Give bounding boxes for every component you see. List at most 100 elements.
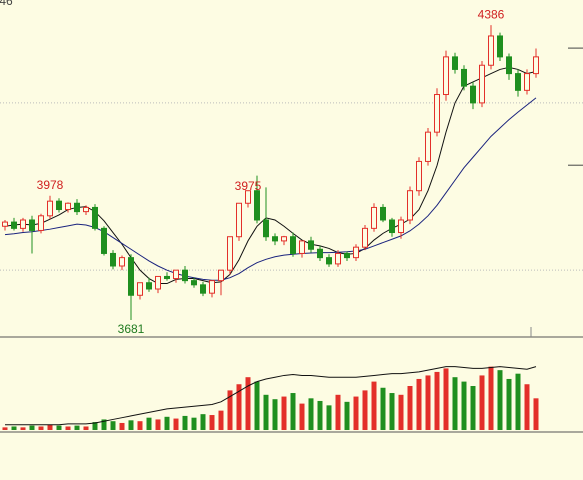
- ma-line: [4, 66, 537, 285]
- candle-body: [128, 257, 134, 296]
- candle-body: [407, 190, 413, 221]
- volume-bar: [362, 390, 368, 430]
- volume-bar: [29, 425, 35, 430]
- volume-bar: [290, 393, 296, 430]
- volume-bar: [128, 420, 134, 430]
- volume-bar: [317, 400, 323, 430]
- volume-bar: [335, 394, 341, 430]
- candle-body: [191, 280, 197, 286]
- volume-bar: [191, 417, 197, 430]
- volume-bar: [488, 366, 494, 430]
- volume-bar: [407, 386, 413, 430]
- volume-bar: [344, 401, 350, 430]
- volume-bar: [200, 414, 206, 430]
- volume-bar: [11, 426, 17, 430]
- candle-body: [227, 236, 233, 271]
- candle-body: [83, 206, 89, 213]
- candle-body: [371, 206, 377, 229]
- candle-body: [2, 221, 8, 227]
- candle-body: [470, 85, 476, 104]
- volume-bar: [479, 375, 485, 430]
- candle-body: [254, 190, 260, 221]
- candle-body: [209, 280, 215, 294]
- candle-body: [506, 56, 512, 75]
- candle-body: [425, 131, 431, 162]
- high-annotation: 3978: [37, 178, 64, 192]
- volume-bar: [263, 394, 269, 430]
- volume-bar: [443, 368, 449, 430]
- candle-body: [434, 94, 440, 133]
- candle-body: [29, 219, 35, 231]
- volume-bar: [254, 381, 260, 430]
- volume-bar: [47, 424, 53, 430]
- candle-body: [119, 257, 125, 267]
- candle-body: [146, 282, 152, 290]
- volume-bar: [137, 421, 143, 430]
- candle-body: [290, 236, 296, 254]
- candle-body: [398, 219, 404, 234]
- volume-bar: [74, 425, 80, 430]
- candle-body: [263, 219, 269, 238]
- volume-bar: [497, 370, 503, 430]
- volume-bar: [182, 415, 188, 430]
- volume-bar: [2, 427, 8, 430]
- candle-body: [101, 227, 107, 254]
- candle-body: [308, 240, 314, 250]
- candle-body: [110, 252, 116, 267]
- volume-bar: [164, 416, 170, 430]
- volume-bar: [416, 378, 422, 430]
- low-annotation: 3681: [118, 322, 145, 336]
- candle-body: [56, 200, 62, 211]
- candle-body: [515, 73, 521, 91]
- high-annotation: 3975: [235, 179, 262, 193]
- volume-bar: [515, 373, 521, 430]
- volume-bar: [218, 410, 224, 430]
- candle-body: [299, 240, 305, 254]
- candle-body: [236, 202, 242, 238]
- candle-body: [443, 56, 449, 96]
- candle-body: [74, 202, 80, 213]
- volume-bar: [398, 394, 404, 430]
- volume-bar: [533, 398, 539, 430]
- candle-body: [200, 284, 206, 294]
- candle-body: [353, 246, 359, 259]
- volume-bar: [227, 390, 233, 430]
- volume-bar: [38, 426, 44, 430]
- candle-body: [389, 219, 395, 234]
- volume-bar: [272, 399, 278, 430]
- volume-bar: [425, 375, 431, 430]
- candle-body: [461, 68, 467, 87]
- volume-bar: [299, 403, 305, 430]
- volume-bar: [434, 371, 440, 430]
- candle-body: [272, 236, 278, 242]
- candle-body: [47, 200, 53, 217]
- volume-bar: [326, 405, 332, 430]
- top-label: .46: [0, 0, 13, 8]
- volume-bar: [506, 378, 512, 430]
- volume-bar: [101, 419, 107, 430]
- high-annotation: 4386: [478, 7, 505, 21]
- volume-bar: [452, 377, 458, 430]
- volume-bar: [110, 421, 116, 430]
- volume-bar: [461, 381, 467, 430]
- candle-body: [380, 206, 386, 221]
- volume-bar: [20, 427, 26, 430]
- volume-bar: [389, 393, 395, 430]
- candle-body: [137, 282, 143, 296]
- candle-body: [497, 35, 503, 58]
- candle-body: [533, 56, 539, 75]
- candle-body: [173, 269, 179, 280]
- volume-bar: [236, 384, 242, 430]
- candle-body: [335, 252, 341, 265]
- volume-bar: [353, 396, 359, 430]
- candle-body: [155, 275, 161, 290]
- candle-body: [488, 35, 494, 66]
- candle-body: [38, 215, 44, 231]
- volume-bar: [119, 422, 125, 430]
- candle-body: [416, 160, 422, 192]
- volume-bar: [371, 381, 377, 430]
- volume-bar: [56, 425, 62, 430]
- candle-body: [344, 252, 350, 259]
